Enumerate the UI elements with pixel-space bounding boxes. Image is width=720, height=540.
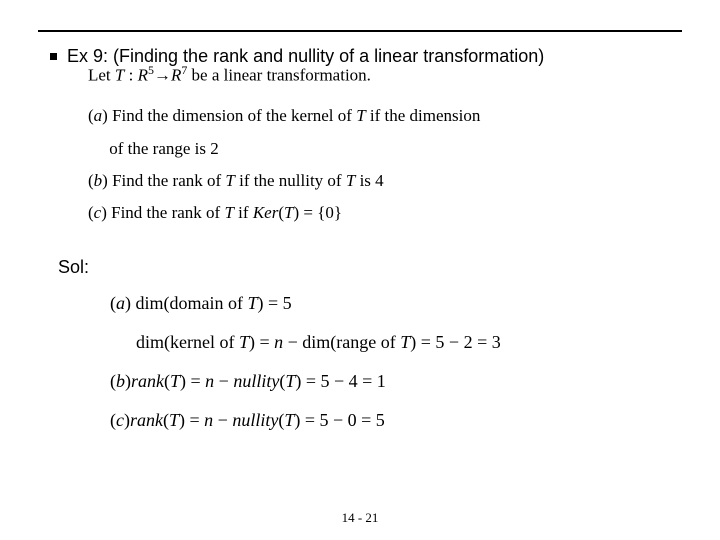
solution-line: (b)rank(T) = n − nullity(T) = 5 − 4 = 1: [110, 362, 680, 401]
page-number: 14 - 21: [0, 510, 720, 526]
problem-part: (b) Find the rank of T if the nullity of…: [88, 165, 680, 197]
horizontal-rule: [38, 30, 682, 32]
solution-line: (c)rank(T) = n − nullity(T) = 5 − 0 = 5: [110, 401, 680, 440]
problem-part: of the range is 2: [88, 133, 680, 165]
solution-block: (a) dim(domain of T) = 5 dim(kernel of T…: [110, 284, 680, 439]
solution-line: dim(kernel of T) = n − dim(range of T) =…: [110, 323, 680, 362]
slide-content: Ex 9: (Finding the rank and nullity of a…: [50, 44, 680, 439]
problem-parts: (a) Find the dimension of the kernel of …: [88, 100, 680, 229]
problem-let-line: Let T : R5→R7 be a linear transformation…: [88, 63, 371, 86]
bullet-icon: [50, 53, 57, 60]
solution-label: Sol:: [58, 257, 680, 278]
problem-part: (a) Find the dimension of the kernel of …: [88, 100, 680, 132]
problem-part: (c) Find the rank of T if Ker(T) = {0}: [88, 197, 680, 229]
solution-line: (a) dim(domain of T) = 5: [110, 284, 680, 323]
